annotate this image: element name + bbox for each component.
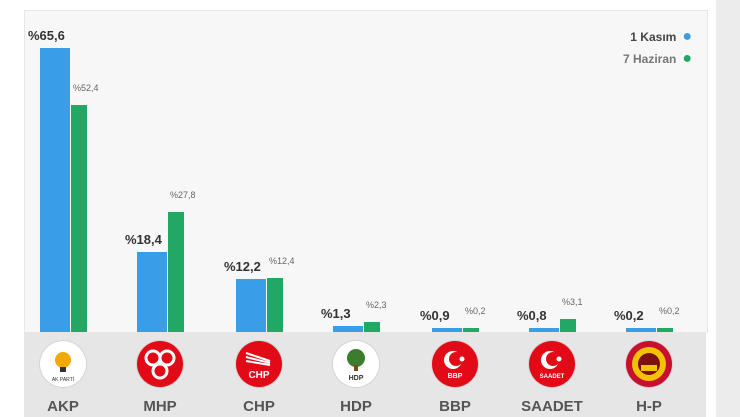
tick-label-bbp: BBP [439, 398, 471, 415]
tick-label-hdp: HDP [340, 398, 372, 415]
value-label-bbp-series2: %0,2 [465, 306, 486, 316]
six-arrows-icon: CHP [236, 341, 282, 387]
svg-text:AK PARTİ: AK PARTİ [52, 376, 74, 383]
tick-label-akp: AKP [47, 398, 79, 415]
svg-text:HDP: HDP [349, 375, 364, 382]
bar-hdp-series1 [333, 326, 363, 332]
svg-text:SAADET: SAADET [540, 374, 565, 380]
value-label-mhp-series1: %18,4 [125, 232, 162, 248]
tick-label-saadet: SAADET [521, 398, 583, 415]
value-label-h-p-series2: %0,2 [659, 306, 680, 316]
legend-dot-series1: ● [682, 28, 692, 45]
tick-label-chp: CHP [243, 398, 275, 415]
value-label-hdp-series2: %2,3 [366, 300, 387, 311]
three-crescents-icon [137, 341, 183, 387]
bar-chp-series2 [267, 278, 283, 332]
bar-mhp-series1 [137, 252, 167, 332]
legend-label-series2: 7 Haziran [622, 52, 677, 66]
bar-chp-series1 [236, 279, 266, 332]
bar-h-p-series2 [657, 328, 673, 332]
value-label-chp-series1: %12,2 [224, 259, 261, 275]
bar-saadet-series1 [529, 328, 559, 332]
svg-text:BBP: BBP [448, 373, 463, 380]
legend: 1 Kasım ● 7 Haziran ● [623, 26, 692, 70]
page-edge [716, 0, 740, 417]
bar-akp-series2 [71, 104, 87, 332]
tick-label-h-p: H-P [636, 398, 662, 415]
svg-text:CHP: CHP [248, 370, 269, 381]
legend-item-series2: 7 Haziran ● [623, 48, 692, 70]
tree-icon: HDP [333, 341, 379, 387]
value-label-chp-series2: %12,4 [269, 256, 295, 267]
value-label-hdp-series1: %1,3 [321, 306, 351, 322]
value-label-bbp-series1: %0,9 [420, 308, 450, 323]
value-label-akp-series2: %52,4 [73, 82, 99, 93]
plot-area [24, 10, 708, 333]
legend-label-series1: 1 Kasım [630, 30, 677, 44]
bar-akp-series1 [40, 47, 70, 332]
value-label-akp-series1: %65,6 [28, 27, 65, 43]
bar-hdp-series2 [364, 322, 380, 332]
bar-bbp-series2 [463, 328, 479, 332]
tick-label-mhp: MHP [143, 398, 177, 415]
crescent-star-icon: SAADET [529, 341, 575, 387]
crescent-star-icon: BBP [432, 341, 478, 387]
legend-item-series1: 1 Kasım ● [623, 26, 692, 48]
value-label-mhp-series2: %27,8 [170, 189, 196, 200]
value-label-saadet-series2: %3,1 [562, 296, 583, 307]
value-label-saadet-series1: %0,8 [517, 308, 547, 323]
bar-bbp-series1 [432, 328, 462, 332]
legend-dot-series2: ● [682, 50, 692, 67]
lightbulb-icon: AK PARTİ [40, 341, 86, 387]
bar-mhp-series2 [168, 211, 184, 332]
value-label-h-p-series1: %0,2 [614, 308, 644, 323]
sun-emblem-icon [626, 341, 672, 387]
bar-h-p-series1 [626, 328, 656, 332]
bar-saadet-series2 [560, 318, 576, 332]
